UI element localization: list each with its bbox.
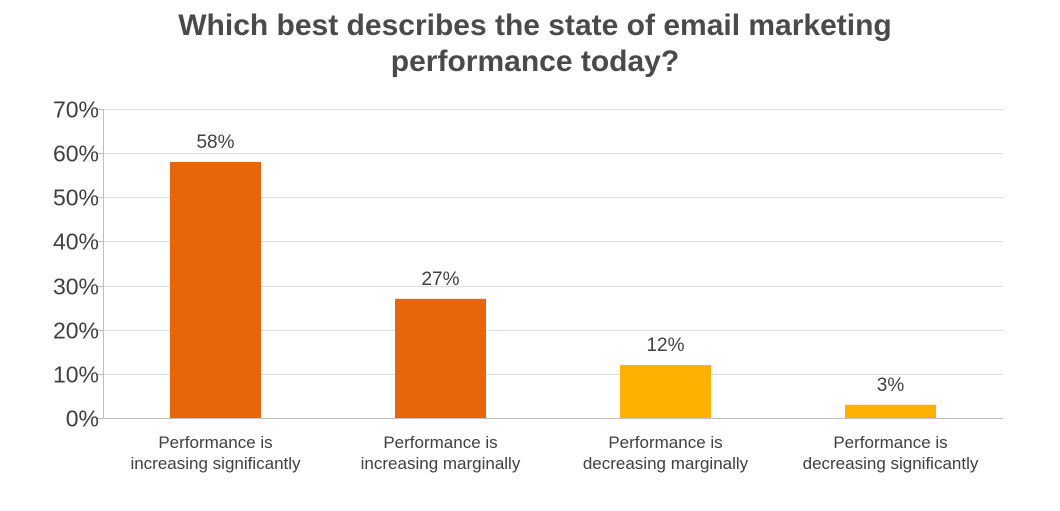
x-tick-label-1-line-2: increasing significantly: [130, 454, 301, 473]
chart-title-line-1: Which best describes the state of email …: [178, 9, 892, 42]
y-tick-label-10: 10%: [53, 362, 99, 388]
data-label-2: 27%: [421, 269, 459, 290]
y-tick-label-70: 70%: [53, 97, 99, 123]
x-tick-label-4-line-2: decreasing significantly: [803, 454, 979, 473]
data-label-4: 3%: [877, 375, 905, 396]
y-tick-label-30: 30%: [53, 274, 99, 300]
chart-title: Which best describes the state of email …: [0, 8, 1060, 80]
x-tick-label-2-line-2: increasing marginally: [361, 454, 521, 473]
bar-4: [845, 404, 936, 418]
y-tick-label-40: 40%: [53, 229, 99, 255]
data-label-3: 12%: [646, 335, 684, 356]
bars: [170, 161, 936, 418]
y-tick-label-50: 50%: [53, 185, 99, 211]
y-tick-label-20: 20%: [53, 318, 99, 344]
data-label-1: 58%: [196, 132, 234, 153]
labels: 0% 10% 20% 30% 40% 50% 60% 70% 58% Performance is…: [53, 97, 979, 474]
bar-1: [170, 161, 261, 418]
axes: [97, 109, 1003, 419]
x-tick-label-3-line-2: decreasing marginally: [583, 454, 749, 473]
y-tick-label-0: 0%: [66, 406, 99, 432]
x-tick-label-3-line-1: Performance is: [608, 433, 722, 452]
y-tick-label-60: 60%: [53, 141, 99, 167]
bar-3: [620, 365, 711, 418]
x-tick-label-2-line-1: Performance is: [383, 433, 497, 452]
bar-2: [395, 298, 486, 418]
x-tick-label-4-line-1: Performance is: [833, 433, 947, 452]
chart-title-line-2: performance today?: [390, 45, 680, 78]
x-tick-label-1-line-1: Performance is: [158, 433, 272, 452]
